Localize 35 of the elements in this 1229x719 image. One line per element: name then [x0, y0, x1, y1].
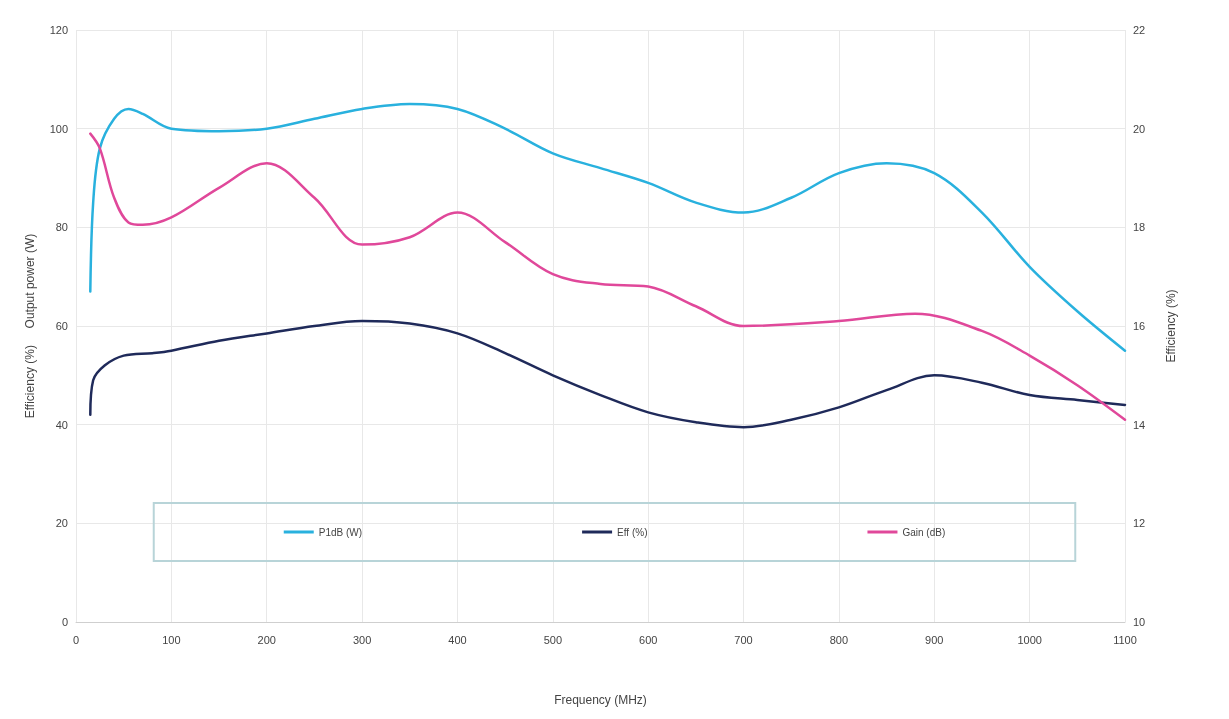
y-tick-label: 120 [49, 24, 68, 36]
legend-label: Eff (%) [617, 526, 648, 538]
y2-tick-label: 22 [1133, 24, 1146, 36]
x-tick-label: 900 [925, 633, 944, 646]
line-series [89, 319, 1127, 429]
x-tick-label: 700 [734, 633, 753, 646]
y2-axis-title: Efficiency (%) [1164, 289, 1178, 363]
y-tick-label: 60 [55, 320, 68, 332]
legend-label: Gain (dB) [902, 526, 946, 538]
x-tick-label: 400 [448, 633, 467, 646]
y2-tick-label: 18 [1133, 221, 1146, 234]
x-tick-label: 1100 [1113, 633, 1137, 646]
line-series [89, 132, 1127, 421]
x-tick-label: 0 [72, 633, 80, 646]
y2-tick-label: 10 [1133, 616, 1146, 628]
line-series [89, 102, 1127, 352]
x-tick-label: 100 [162, 633, 181, 646]
x-tick-label: 800 [829, 633, 849, 646]
x-tick-label: 500 [543, 633, 562, 646]
y-tick-label: 0 [61, 616, 68, 628]
x-tick-label: 200 [257, 633, 276, 646]
y2-tick-label: 14 [1133, 418, 1146, 431]
y-tick-label: 80 [55, 221, 68, 234]
y-tick-label: 100 [49, 122, 68, 135]
y-tick-label: 40 [55, 418, 68, 431]
legend-label: P1dB (W) [318, 526, 363, 538]
x-tick-label: 600 [639, 633, 658, 646]
y-tick-label: 20 [55, 517, 68, 530]
y2-tick-label: 16 [1133, 320, 1146, 332]
x-tick-label: 1000 [1017, 633, 1042, 646]
y-axis-title: Efficiency (%) Output power (W) [23, 233, 37, 419]
x-tick-label: 300 [352, 633, 372, 646]
y2-tick-label: 12 [1133, 517, 1146, 530]
y2-tick-label: 20 [1133, 122, 1146, 135]
x-axis-title: Frequency (MHz) [554, 693, 647, 707]
